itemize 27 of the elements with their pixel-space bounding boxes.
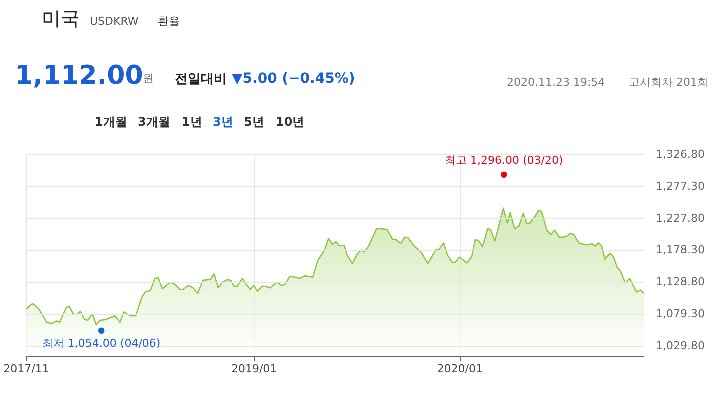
text: 1년 [182,115,202,129]
text: 고시회차 201회 [629,76,708,89]
text: 2020.11.23 19:54 [507,76,606,89]
y-tick-label: 1,029.80 [656,339,705,352]
chart-subtitle: USDKRW [90,15,139,28]
x-tick-label: 2020/01 [437,362,483,376]
text: 원 [143,72,154,85]
chart-title: 미국 [42,8,80,30]
y-tick-label: 1,227.80 [656,212,705,225]
text: 5년 [244,115,264,129]
text: 1,112.00 [15,61,144,91]
text: ▼5.00 (−0.45%) [232,71,356,87]
y-tick-label: 1,178.30 [656,244,705,257]
annotation: 최저 1,054.00 (04/06) [42,336,161,350]
text: 3년 [213,115,234,129]
y-tick-label: 1,277.30 [656,180,705,193]
x-tick-label: 2019/01 [231,362,278,376]
x-tick-label: 2017/11 [4,362,50,376]
text: 환율 [158,15,180,28]
y-tick-label: 1,326.80 [656,148,705,161]
text: 1개월 [95,115,128,129]
text: 3개월 [138,115,170,129]
y-tick-label: 1,079.30 [656,308,705,321]
annotation: 최고 1,296.00 (03/20) [445,154,564,167]
text: 전일대비 [175,72,227,87]
text: 10년 [276,115,305,129]
y-tick-label: 1,128.80 [656,276,705,289]
